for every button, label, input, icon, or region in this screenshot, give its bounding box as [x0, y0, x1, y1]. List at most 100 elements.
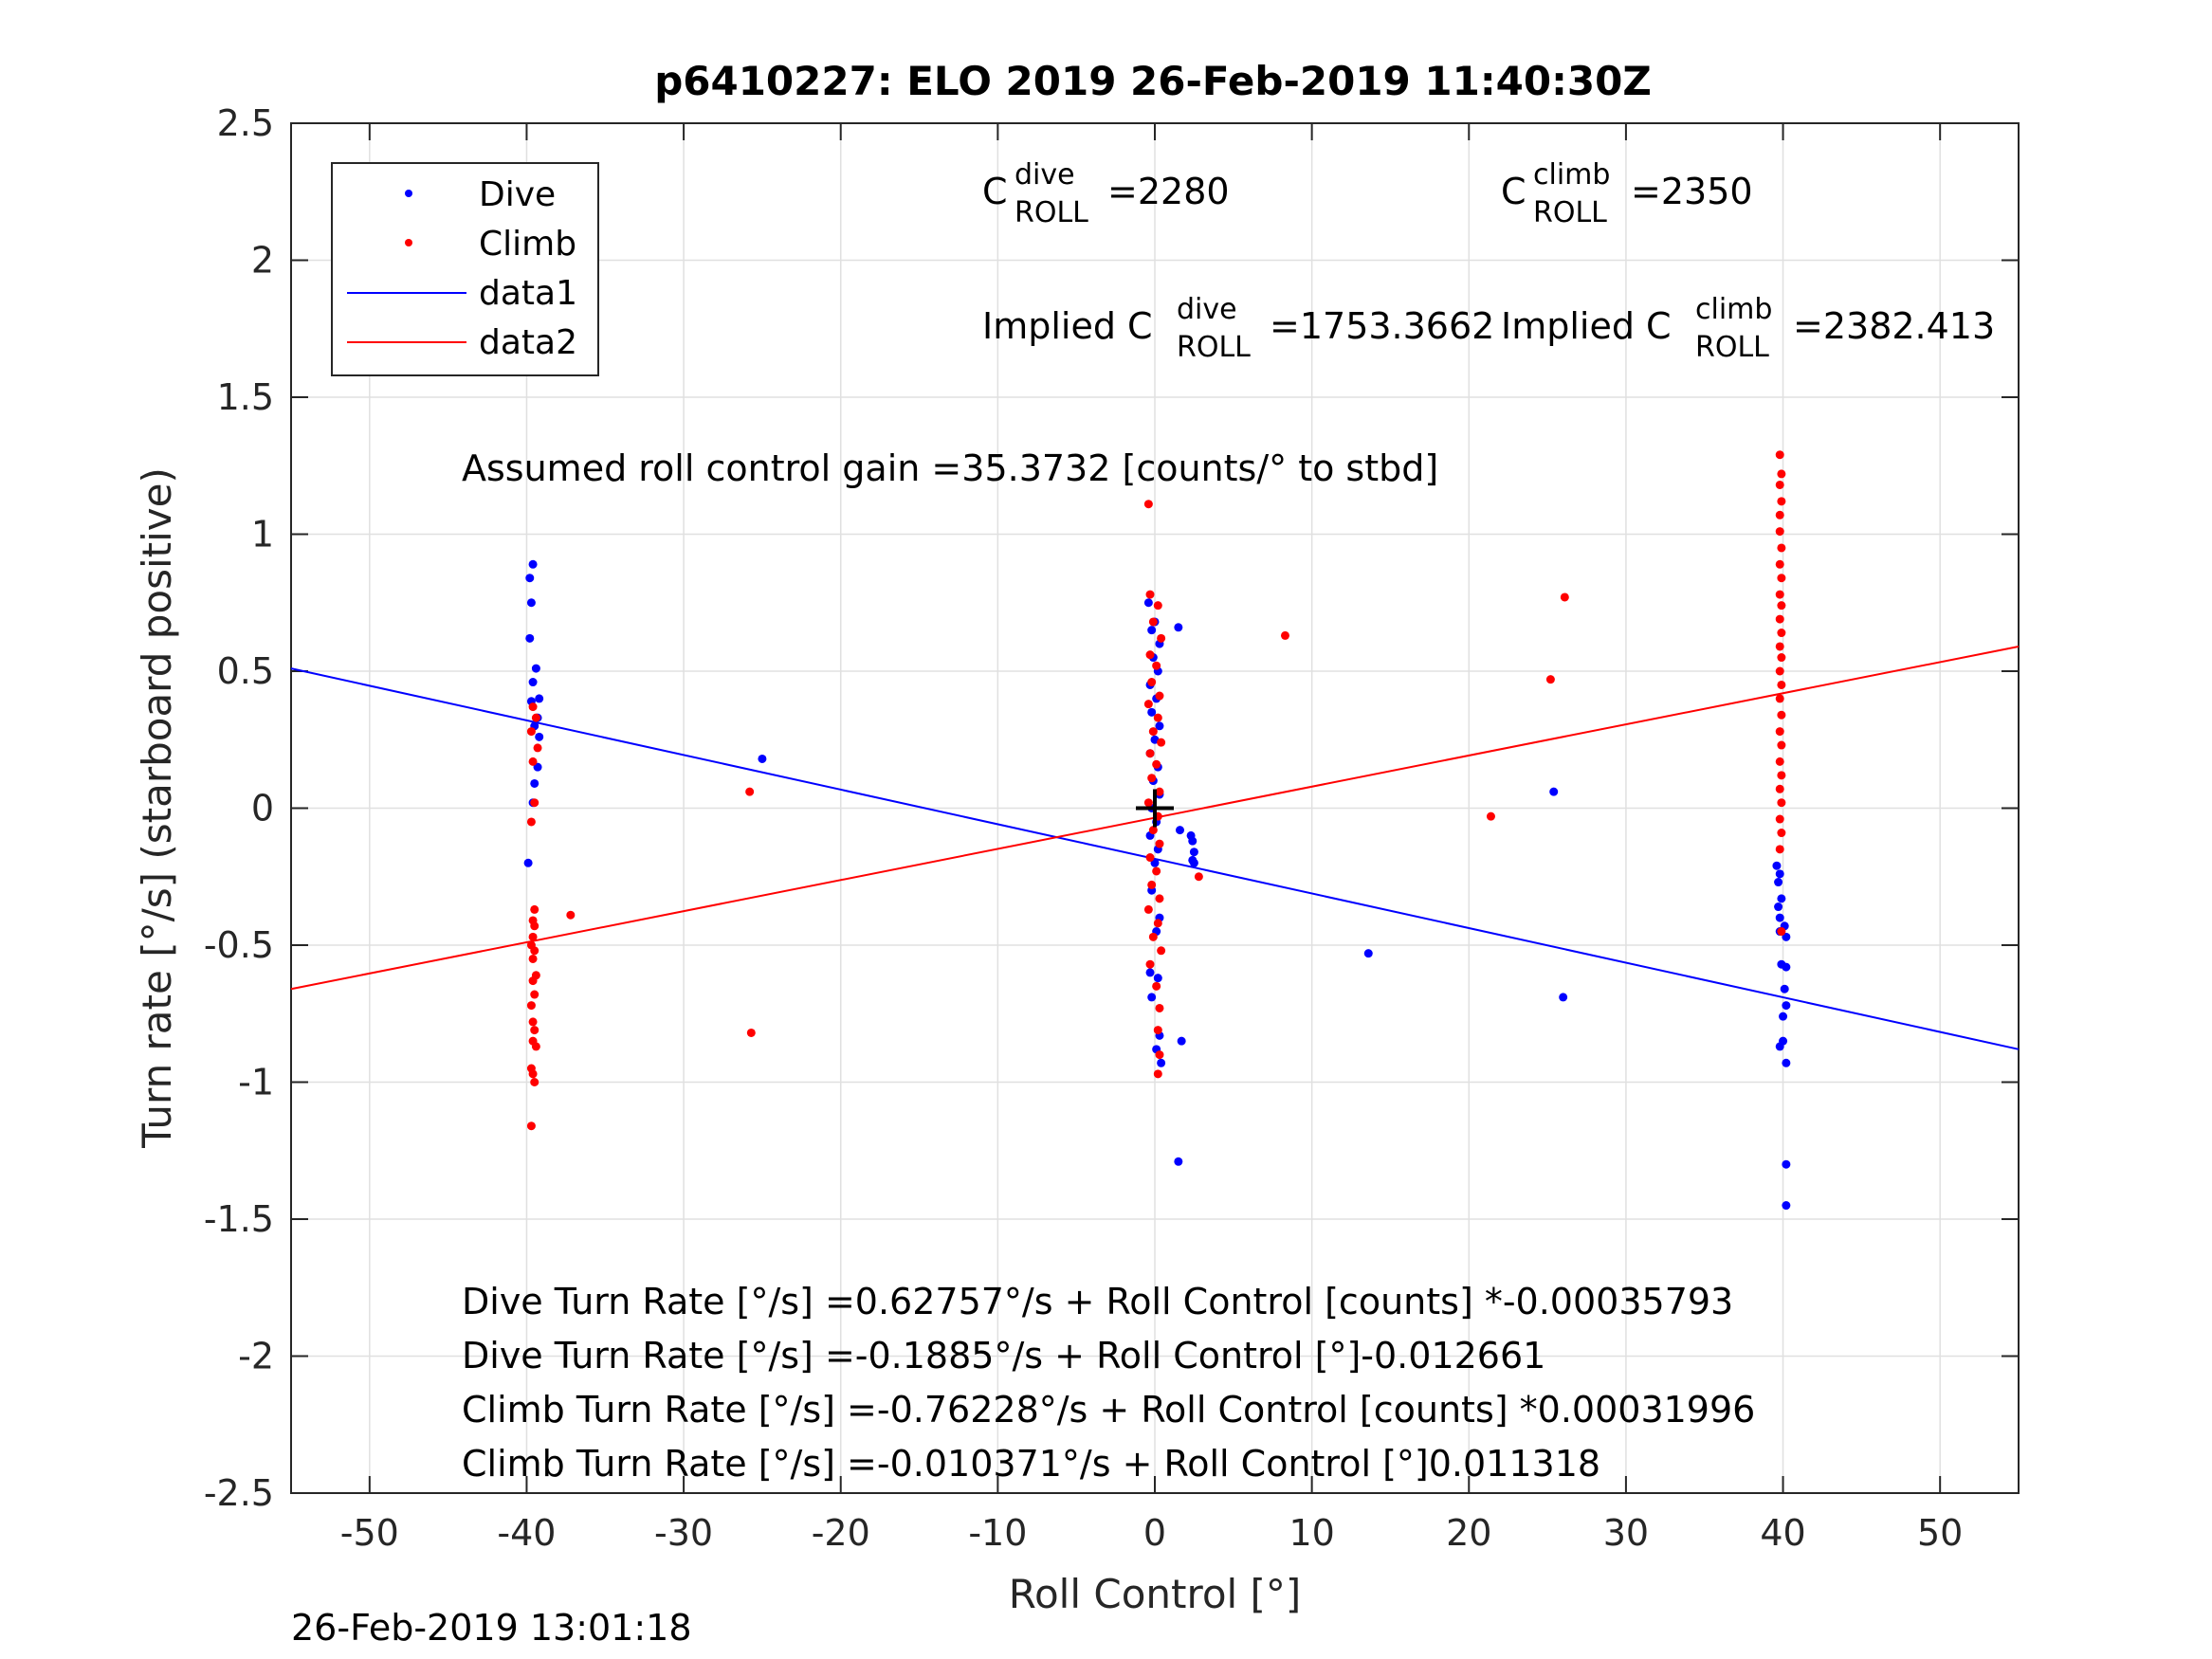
data-point-dive	[1780, 984, 1789, 994]
data-point-climb	[1777, 601, 1786, 611]
y-tick-label: 2.5	[217, 102, 274, 144]
data-point-dive	[1559, 993, 1568, 1002]
data-point-climb	[1153, 919, 1162, 928]
legend: Dive Climb data1 data2	[331, 162, 599, 376]
data-point-climb	[1775, 450, 1784, 460]
data-point-dive	[1774, 902, 1783, 912]
x-tick-label: 50	[1917, 1512, 1963, 1554]
x-tick-label: 40	[1760, 1512, 1805, 1554]
data-point-dive	[1189, 858, 1198, 867]
legend-label-data2: data2	[479, 323, 577, 362]
y-tick-label: -2.5	[204, 1472, 274, 1514]
data-point-climb	[1775, 727, 1784, 737]
data-point-dive	[1177, 1036, 1186, 1046]
data-point-climb	[1145, 590, 1155, 599]
data-point-climb	[1777, 574, 1786, 583]
data-point-climb	[1486, 811, 1495, 821]
annotation-implied-dive: Implied C dive ROLL =1753.3662	[982, 293, 1494, 364]
data-point-climb	[530, 921, 539, 931]
c-dive-value: =2280	[1107, 171, 1230, 212]
y-tick-label: -1	[238, 1062, 274, 1103]
data-point-climb	[530, 904, 539, 914]
scatter-points	[523, 450, 1791, 1211]
data-point-dive	[1188, 836, 1197, 846]
data-point-climb	[1145, 749, 1155, 758]
data-point-climb	[530, 1026, 539, 1035]
data-point-dive	[1782, 1001, 1791, 1011]
data-point-dive	[528, 678, 538, 687]
data-point-climb	[1153, 713, 1162, 722]
y-tick-label: -1.5	[204, 1198, 274, 1240]
x-tick-label: 30	[1603, 1512, 1649, 1554]
c-dive-sup: dive	[1015, 158, 1075, 191]
data-point-climb	[1777, 927, 1786, 937]
data-point-climb	[1545, 675, 1555, 684]
data-point-climb	[1777, 629, 1786, 638]
data-point-dive	[1779, 1012, 1788, 1021]
data-point-climb	[1777, 497, 1786, 506]
data-point-climb	[1152, 661, 1161, 670]
data-point-climb	[1777, 798, 1786, 808]
chart-title: p6410227: ELO 2019 26-Feb-2019 11:40:30Z	[654, 58, 1652, 104]
data-point-climb	[1143, 798, 1153, 808]
data-point-dive	[1775, 913, 1784, 922]
data-point-dive	[1189, 848, 1198, 857]
data-point-climb	[1775, 527, 1784, 537]
data-point-climb	[1152, 866, 1161, 876]
data-point-climb	[1143, 500, 1153, 509]
data-point-dive	[535, 694, 544, 703]
data-point-dive	[1777, 894, 1786, 903]
equation-dive-degrees: Dive Turn Rate [°/s] =-0.1885°/s + Roll …	[462, 1335, 1545, 1376]
data-point-climb	[1775, 757, 1784, 766]
data-point-climb	[1775, 784, 1784, 793]
roll-gain-annotation: Assumed roll control gain =35.3732 [coun…	[462, 447, 1438, 489]
data-point-dive	[1782, 1058, 1791, 1067]
x-tick-label: -30	[654, 1512, 713, 1554]
implied-climb-sup: climb	[1695, 293, 1772, 326]
data-point-climb	[528, 954, 538, 963]
data-point-dive	[1549, 787, 1559, 796]
data-point-climb	[533, 743, 542, 753]
data-point-climb	[1143, 700, 1153, 709]
data-point-climb	[745, 787, 755, 796]
y-tick-label: 0.5	[217, 650, 274, 692]
data-point-climb	[530, 798, 539, 808]
data-point-climb	[1152, 759, 1161, 769]
data-point-climb	[1777, 543, 1786, 553]
data-point-climb	[1777, 740, 1786, 750]
data-point-dive	[1779, 1036, 1788, 1046]
c-climb-value: =2350	[1631, 171, 1753, 212]
data-point-climb	[1148, 617, 1158, 627]
data-point-dive	[1145, 968, 1155, 977]
origin-cross-marker	[1136, 789, 1174, 828]
data-point-dive	[1775, 869, 1784, 879]
data-point-climb	[528, 757, 538, 766]
data-point-dive	[1157, 1058, 1166, 1067]
implied-climb-sub: ROLL	[1695, 331, 1769, 364]
y-axis-label: Turn rate [°/s] (starboard positive)	[134, 467, 180, 1149]
c-climb-sub: ROLL	[1533, 196, 1607, 229]
data-point-dive	[1155, 721, 1164, 731]
annotation-c-dive: C dive ROLL =2280	[982, 158, 1230, 229]
implied-dive-value: =1753.3662	[1270, 305, 1494, 347]
data-point-climb	[1148, 826, 1158, 835]
data-point-dive	[525, 574, 535, 583]
data-point-dive	[1176, 826, 1185, 835]
data-point-climb	[1777, 680, 1786, 689]
data-point-climb	[1777, 653, 1786, 663]
data-point-climb	[531, 713, 540, 722]
data-point-climb	[1153, 1069, 1162, 1079]
data-point-climb	[526, 1121, 536, 1131]
data-point-dive	[1147, 993, 1157, 1002]
data-point-climb	[526, 727, 536, 737]
y-tick-label: -2	[238, 1336, 274, 1377]
data-point-climb	[1148, 932, 1158, 941]
data-point-climb	[1145, 650, 1155, 660]
data-point-climb	[1155, 894, 1164, 903]
x-tick-label: 10	[1289, 1512, 1334, 1554]
data-point-climb	[1152, 981, 1161, 991]
data-point-climb	[528, 976, 538, 986]
c-dive-sub: ROLL	[1015, 196, 1088, 229]
data-point-climb	[746, 1028, 756, 1037]
